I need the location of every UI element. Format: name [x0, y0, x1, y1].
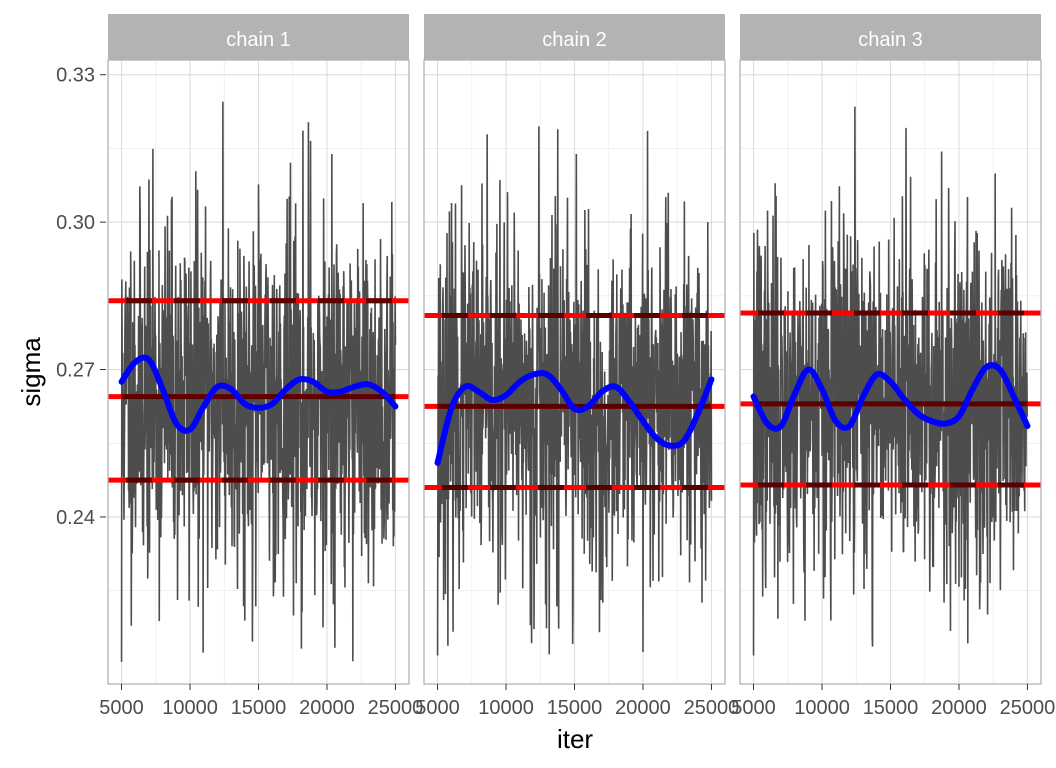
- smooth-curve: [118, 354, 399, 434]
- x-tick-label: 10000: [794, 697, 850, 719]
- y-tick-label: 0.27: [56, 360, 95, 382]
- x-tick-label: 15000: [231, 697, 287, 719]
- x-tick-label: 20000: [931, 697, 987, 719]
- facet-strip-label: chain 2: [542, 29, 607, 51]
- x-tick-label: 25000: [1000, 697, 1056, 719]
- x-tick-label: 5000: [731, 697, 776, 719]
- trace-line: [752, 106, 1029, 656]
- facet-strip-label: chain 3: [858, 29, 923, 51]
- x-tick-label: 5000: [99, 697, 144, 719]
- y-tick-label: 0.24: [56, 507, 95, 529]
- x-tick-label: 10000: [162, 697, 218, 719]
- x-tick-label: 15000: [863, 697, 919, 719]
- x-tick-label: 15000: [547, 697, 603, 719]
- smooth-curve: [434, 370, 715, 466]
- facet-panels: 0.24 0.27 0.30 0.33 chain 1 5000 10000 15000 200…: [56, 14, 1055, 719]
- facet-strip: [740, 14, 1041, 60]
- trace-line: [436, 126, 713, 656]
- smooth-curve: [750, 362, 1031, 432]
- x-tick-label: 20000: [615, 697, 671, 719]
- trace-line: [120, 101, 397, 662]
- facet-panel-2: chain 2 5000 10000 15000 20000 25000: [415, 14, 739, 719]
- x-tick-label: 20000: [299, 697, 355, 719]
- x-tick-label: 10000: [478, 697, 534, 719]
- x-axis-title: iter: [557, 724, 593, 754]
- y-tick-label: 0.30: [56, 212, 95, 234]
- facet-strip: [424, 14, 725, 60]
- facet-strip: [108, 14, 409, 60]
- x-tick-label: 25000: [368, 697, 424, 719]
- x-tick-label: 5000: [415, 697, 460, 719]
- x-tick-label: 25000: [684, 697, 740, 719]
- facet-strip-label: chain 1: [226, 29, 291, 51]
- facet-panel-3: chain 3 5000 10000 15000 20000 25000: [731, 14, 1055, 719]
- y-axis-title: sigma: [16, 337, 46, 407]
- y-tick-label: 0.33: [56, 65, 95, 87]
- facet-panel-1: chain 1 5000 10000 15000 20000 25000: [99, 14, 423, 719]
